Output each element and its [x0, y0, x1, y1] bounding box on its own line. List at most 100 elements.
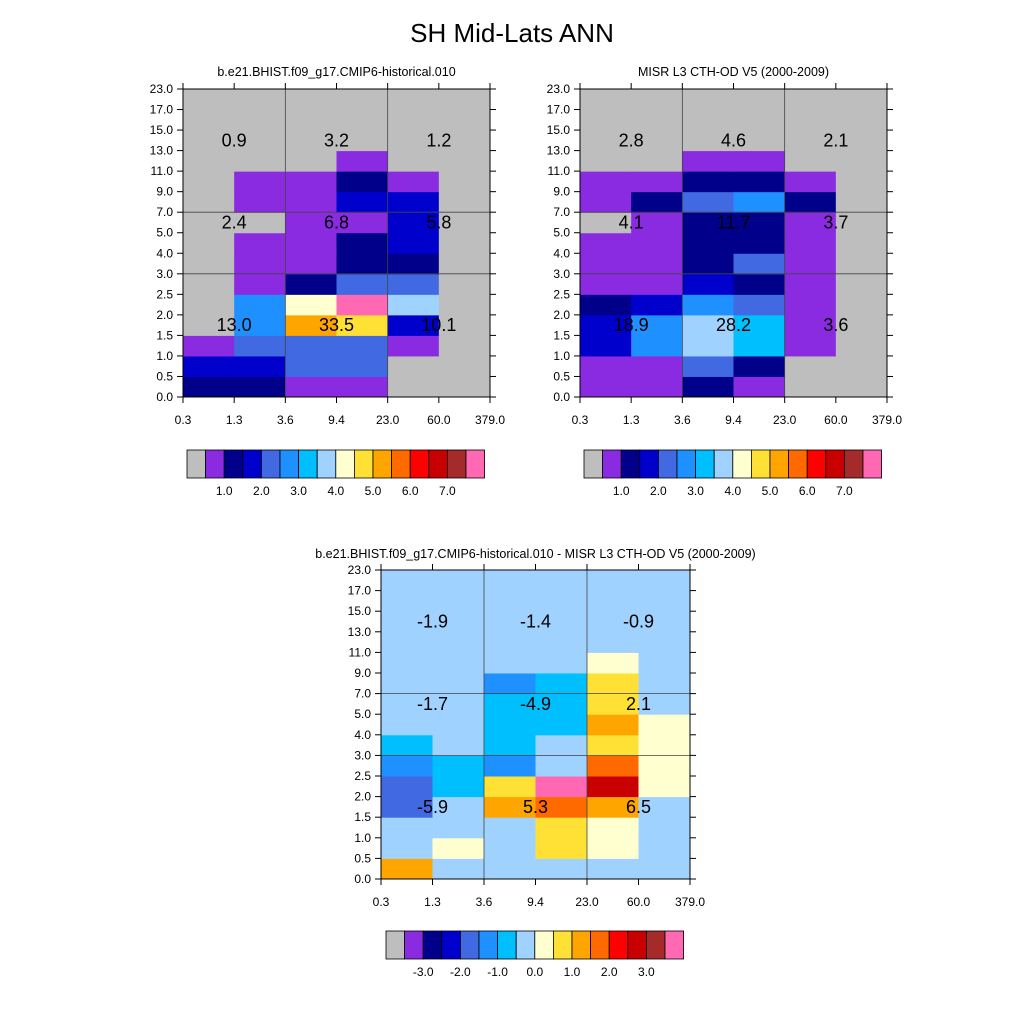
- heatmap-cell: [535, 837, 588, 859]
- region-total: 18.9: [614, 315, 649, 335]
- colorbar-swatch: [298, 449, 318, 479]
- heatmap-cell: [336, 335, 389, 357]
- y-tick-label: 23.0: [547, 82, 571, 96]
- heatmap-cell: [438, 253, 491, 275]
- heatmap-cell: [784, 89, 837, 111]
- heatmap-cell: [535, 611, 588, 633]
- heatmap-cell: [484, 837, 536, 859]
- heatmap-cell: [631, 89, 683, 111]
- heatmap-cell: [285, 294, 337, 316]
- heatmap-cell: [638, 858, 691, 880]
- heatmap-cell: [432, 693, 485, 715]
- heatmap-cell: [432, 734, 485, 756]
- y-tick-label: 23.0: [150, 82, 174, 96]
- x-tick-label: 23.0: [376, 413, 400, 427]
- heatmap-cell: [387, 294, 440, 316]
- y-tick-label: 9.0: [553, 185, 570, 199]
- heatmap-cell: [387, 212, 440, 234]
- region-total: 33.5: [319, 315, 354, 335]
- x-tick-label: 3.6: [476, 895, 493, 909]
- region-total: 4.1: [619, 212, 644, 232]
- heatmap-cell: [381, 570, 433, 592]
- heatmap-cell: [784, 212, 837, 234]
- y-tick-label: 2.5: [354, 769, 371, 783]
- colorbar-label: 1.0: [216, 484, 233, 498]
- heatmap-cell: [682, 273, 734, 295]
- heatmap-cell: [587, 817, 639, 839]
- heatmap-cell: [183, 150, 235, 172]
- x-tick-label: 0.3: [572, 413, 589, 427]
- heatmap-cell: [381, 776, 433, 798]
- y-tick-label: 1.5: [354, 810, 371, 824]
- heatmap-cell: [484, 693, 536, 715]
- x-tick-label: 9.4: [527, 895, 544, 909]
- y-tick-label: 15.0: [348, 604, 372, 618]
- heatmap-cell: [285, 191, 337, 213]
- heatmap-cell: [336, 273, 389, 295]
- y-tick-label: 15.0: [150, 123, 174, 137]
- region-total: 11.7: [717, 212, 751, 232]
- heatmap-cell: [285, 109, 337, 131]
- y-tick-label: 9.0: [354, 666, 371, 680]
- heatmap-cell: [234, 109, 286, 131]
- heatmap-cell: [336, 212, 389, 234]
- heatmap-cell: [631, 212, 683, 234]
- panel-2: MISR L3 CTH-OD V5 (2000-2009) 0.3 1.3 3.6 9.…: [547, 65, 903, 498]
- region-total: 4.6: [721, 130, 746, 150]
- heatmap-cell: [733, 109, 786, 131]
- heatmap-cell: [285, 212, 337, 234]
- heatmap-cell: [580, 150, 632, 172]
- heatmap-cell: [336, 355, 389, 377]
- heatmap-cell: [580, 130, 632, 152]
- heatmap-cell: [234, 130, 286, 152]
- colorbar-swatch: [186, 449, 207, 479]
- heatmap-cell: [183, 314, 235, 336]
- heatmap-cell: [285, 171, 337, 193]
- heatmap-cell: [733, 314, 786, 336]
- y-tick-label: 2.0: [156, 308, 173, 322]
- heatmap-cell: [580, 273, 632, 295]
- heatmap-cell: [638, 755, 691, 777]
- heatmap-cell: [336, 191, 389, 213]
- heatmap-cell: [484, 858, 536, 880]
- colorbar-swatch: [602, 449, 622, 479]
- colorbar-swatch: [353, 449, 374, 479]
- colorbar-swatch: [664, 930, 685, 960]
- heatmap-cell: [183, 355, 235, 377]
- colorbar-swatch: [646, 930, 666, 960]
- colorbar-label: 7.0: [836, 484, 853, 498]
- heatmap-cell: [535, 858, 588, 880]
- colorbar-label: 0.0: [526, 965, 543, 979]
- heatmap-cell: [535, 755, 588, 777]
- heatmap-cell: [438, 150, 491, 172]
- region-total: -1.7: [417, 694, 448, 714]
- heatmap-cell: [784, 171, 837, 193]
- heatmap-cell: [484, 776, 536, 798]
- heatmap-cell: [580, 253, 632, 275]
- heatmap-cell: [387, 150, 440, 172]
- heatmap-cell: [631, 109, 683, 131]
- x-tick-label: 60.0: [427, 413, 451, 427]
- heatmap-cell: [438, 335, 491, 357]
- heatmap-cell: [438, 294, 491, 316]
- colorbar-label: -1.0: [487, 965, 508, 979]
- colorbar-label: 7.0: [439, 484, 456, 498]
- heatmap-cell: [580, 89, 632, 111]
- heatmap-cell: [587, 652, 639, 674]
- colorbar-swatch: [658, 449, 678, 479]
- heatmap-cell: [387, 314, 440, 336]
- heatmap-cell: [835, 191, 888, 213]
- heatmap-cell: [336, 232, 389, 254]
- heatmap-cell: [432, 755, 485, 777]
- heatmap-cell: [638, 734, 691, 756]
- heatmap-cell: [387, 273, 440, 295]
- heatmap-cell: [336, 253, 389, 275]
- heatmap-cell: [682, 150, 734, 172]
- colorbar-label: 1.0: [564, 965, 581, 979]
- region-total: 6.8: [324, 212, 349, 232]
- heatmap-cell: [631, 150, 683, 172]
- heatmap-cell: [234, 232, 286, 254]
- heatmap-cell: [631, 232, 683, 254]
- region-total: 6.5: [626, 797, 651, 817]
- heatmap-cell: [784, 314, 837, 336]
